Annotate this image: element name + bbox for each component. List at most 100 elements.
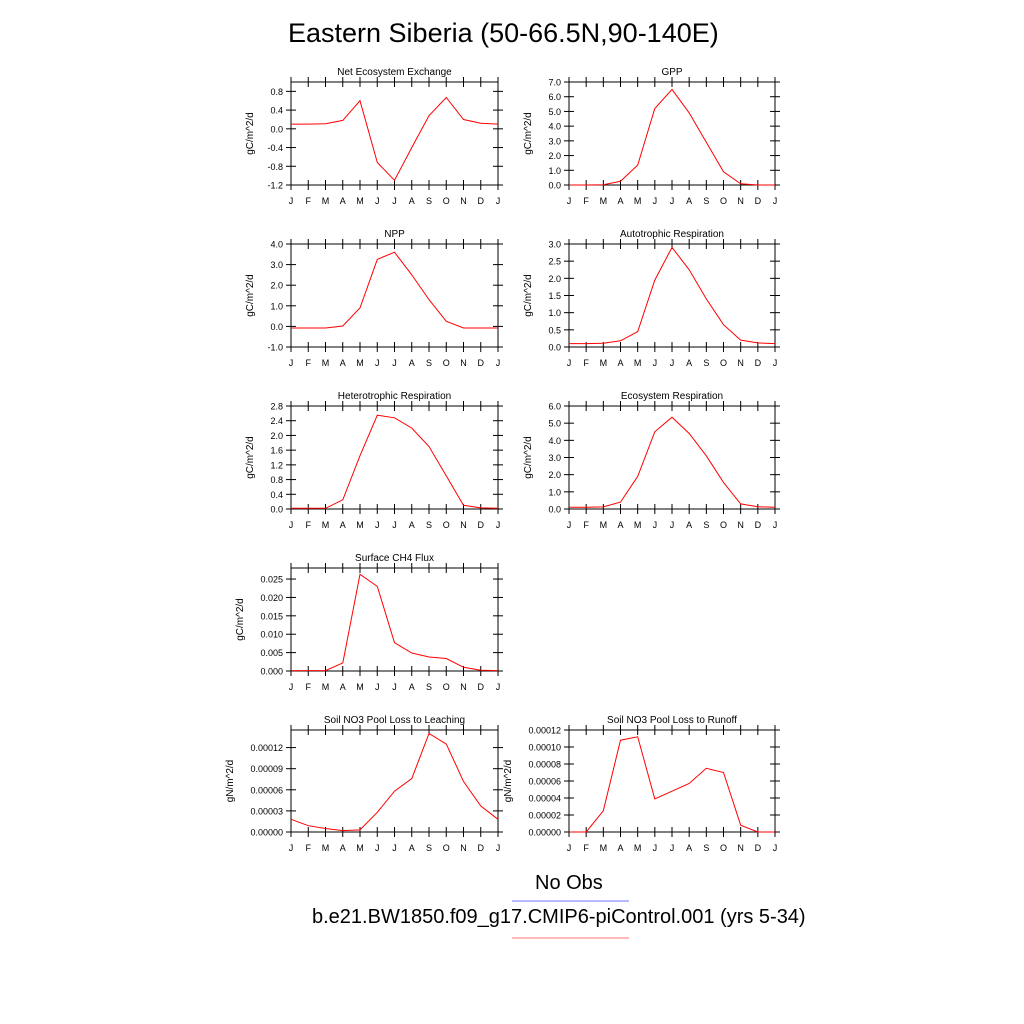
- x-tick-label: N: [460, 682, 467, 692]
- x-tick-label: O: [443, 682, 450, 692]
- y-tick-label: 0.0: [270, 124, 283, 134]
- y-tick-label: 4.0: [548, 122, 561, 132]
- x-tick-label: A: [340, 682, 346, 692]
- x-tick-label: A: [686, 843, 692, 853]
- plot-frame: [568, 729, 776, 833]
- x-tick-label: J: [392, 682, 397, 692]
- y-tick-label: -1.0: [267, 343, 283, 353]
- y-tick-label: 0.8: [270, 475, 283, 485]
- y-tick-label: 0.00006: [528, 777, 561, 787]
- y-tick-label: 1.6: [270, 446, 283, 456]
- y-tick-label: 0.010: [260, 630, 283, 640]
- y-tick-label: 3.0: [548, 453, 561, 463]
- series-line: [569, 416, 776, 508]
- x-tick-label: A: [409, 358, 415, 368]
- y-tick-label: 2.0: [548, 274, 561, 284]
- x-tick-label: M: [322, 196, 330, 206]
- x-tick-label: J: [773, 358, 778, 368]
- panel-title: Soil NO3 Pool Loss to Leaching: [324, 715, 465, 726]
- y-tick-label: 2.5: [548, 257, 561, 267]
- x-tick-label: J: [653, 196, 658, 206]
- y-tick-label: 0.4: [270, 490, 283, 500]
- x-tick-label: A: [686, 196, 692, 206]
- y-tick-label: 2.0: [548, 470, 561, 480]
- x-tick-label: J: [773, 196, 778, 206]
- x-tick-label: A: [617, 358, 623, 368]
- y-tick-label: 4.0: [548, 436, 561, 446]
- x-tick-label: A: [686, 520, 692, 530]
- x-tick-label: D: [755, 358, 762, 368]
- x-tick-label: J: [653, 520, 658, 530]
- x-tick-label: A: [340, 196, 346, 206]
- x-tick-label: M: [600, 843, 608, 853]
- y-tick-label: 0.00009: [250, 764, 283, 774]
- y-tick-label: 0.00010: [528, 743, 561, 753]
- x-tick-label: M: [600, 520, 608, 530]
- x-tick-label: F: [306, 358, 312, 368]
- x-tick-label: J: [670, 843, 675, 853]
- y-tick-label: 0.4: [270, 106, 283, 116]
- series-line: [569, 88, 775, 186]
- y-tick-label: 0.00008: [528, 760, 561, 770]
- y-tick-label: -0.4: [267, 143, 283, 153]
- y-tick-label: 0.000: [260, 667, 283, 677]
- y-tick-label: 0.00004: [528, 794, 561, 804]
- x-tick-label: J: [773, 520, 778, 530]
- x-tick-label: A: [409, 520, 415, 530]
- panel-title: Autotrophic Respiration: [620, 229, 724, 240]
- y-axis-label: gC/m^2/d: [245, 436, 256, 479]
- x-tick-label: J: [567, 358, 572, 368]
- x-tick-label: J: [496, 358, 501, 368]
- x-tick-label: A: [686, 358, 692, 368]
- x-tick-label: J: [496, 520, 501, 530]
- x-tick-label: J: [392, 358, 397, 368]
- y-tick-label: 1.2: [270, 460, 283, 470]
- y-axis-label: gN/m^2/d: [225, 760, 236, 803]
- y-tick-label: 0.00006: [250, 785, 283, 795]
- x-tick-label: F: [583, 843, 589, 853]
- plot-frame: [290, 567, 499, 672]
- x-tick-label: J: [289, 520, 294, 530]
- x-tick-label: F: [306, 843, 312, 853]
- panel-title: Ecosystem Respiration: [621, 391, 723, 402]
- y-tick-label: 5.0: [548, 419, 561, 429]
- x-tick-label: D: [478, 358, 485, 368]
- x-tick-label: J: [392, 520, 397, 530]
- y-tick-label: 7.0: [548, 78, 561, 88]
- x-tick-label: J: [375, 843, 380, 853]
- x-tick-label: A: [409, 196, 415, 206]
- x-tick-label: O: [720, 358, 727, 368]
- x-tick-label: F: [583, 520, 589, 530]
- x-tick-label: D: [755, 520, 762, 530]
- y-axis-label: gC/m^2/d: [245, 112, 256, 155]
- x-tick-label: A: [409, 682, 415, 692]
- y-tick-label: 0.00012: [528, 726, 561, 736]
- y-axis-label: gC/m^2/d: [523, 436, 534, 479]
- x-tick-label: A: [340, 358, 346, 368]
- x-tick-label: A: [340, 520, 346, 530]
- y-axis-label: gN/m^2/d: [503, 760, 514, 803]
- y-tick-label: 0.00000: [528, 828, 561, 838]
- x-tick-label: J: [653, 843, 658, 853]
- x-tick-label: S: [426, 358, 432, 368]
- y-tick-label: 4.0: [270, 240, 283, 250]
- y-tick-label: 2.8: [270, 402, 283, 412]
- y-axis-label: gC/m^2/d: [245, 274, 256, 317]
- x-tick-label: J: [375, 358, 380, 368]
- x-tick-label: M: [356, 196, 364, 206]
- y-tick-label: 0.0: [548, 181, 561, 191]
- y-axis-label: gC/m^2/d: [523, 274, 534, 317]
- y-tick-label: 0.020: [260, 593, 283, 603]
- x-tick-label: S: [426, 682, 432, 692]
- y-tick-label: 6.0: [548, 402, 561, 412]
- series-line: [291, 414, 499, 509]
- x-tick-label: F: [583, 358, 589, 368]
- x-tick-label: S: [426, 843, 432, 853]
- y-tick-label: 1.0: [548, 487, 561, 497]
- series-line: [291, 251, 498, 329]
- x-tick-label: S: [426, 520, 432, 530]
- y-tick-label: 0.0: [548, 343, 561, 353]
